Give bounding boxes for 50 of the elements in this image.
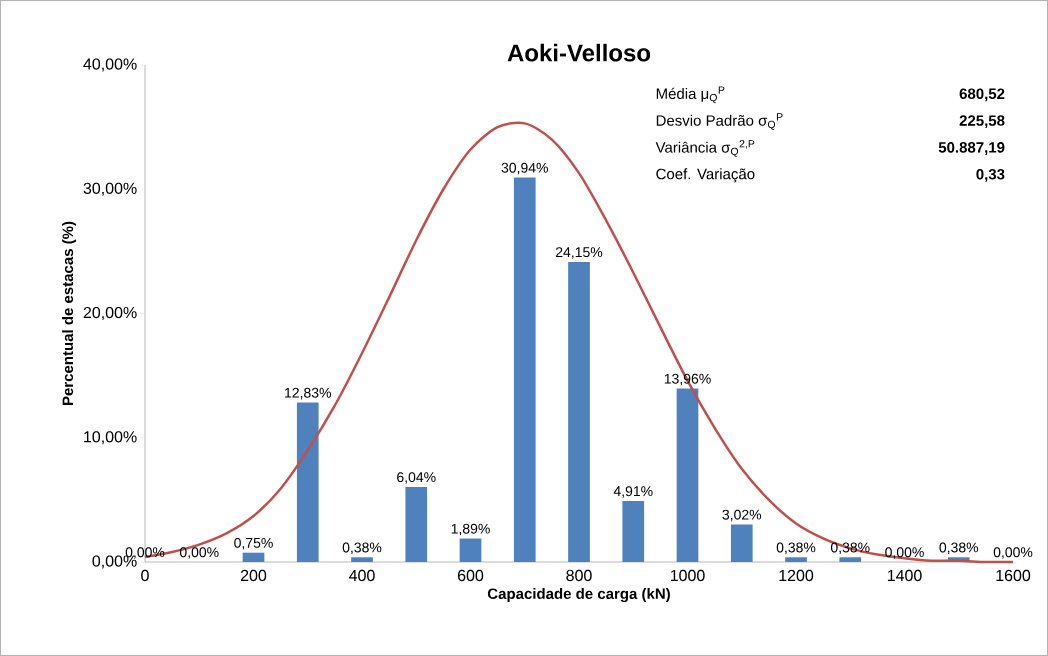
x-tick-label: 800 — [566, 569, 592, 582]
annotation: Média μ$_{Q}$P — [656, 86, 725, 104]
y-tick-label: 30,00% — [83, 182, 137, 196]
annotation: 50.887,19 — [938, 142, 1005, 155]
x-tick-label: 400 — [349, 569, 375, 582]
x-tick-label: 0 — [141, 569, 149, 582]
annotation: 680,52 — [959, 88, 1005, 102]
annotation: 225,58 — [959, 115, 1005, 129]
x-tick-label: 200 — [240, 569, 267, 582]
data-label: 0,75% — [234, 537, 273, 550]
data-label: 24,15% — [555, 247, 603, 259]
data-label: 30,94% — [501, 162, 548, 175]
bar — [351, 557, 373, 562]
bar — [568, 261, 590, 562]
y-tick-label: 10,00% — [84, 431, 137, 445]
x-tick-label: 1600 — [996, 569, 1031, 582]
bar — [513, 177, 536, 562]
annotation: Desvio Padrão σ$_{Q}$P — [656, 113, 783, 131]
data-label: 0,00% — [885, 547, 924, 559]
bar — [296, 402, 319, 562]
bar — [785, 557, 807, 562]
y-tick-label: 40,00% — [83, 58, 137, 72]
data-label: 6,04% — [397, 472, 436, 484]
bar — [459, 538, 482, 562]
bar — [242, 552, 265, 562]
data-label: 3,02% — [722, 509, 762, 522]
bar — [622, 500, 645, 562]
y-axis-title: Percentual de estacas (%) — [62, 221, 77, 406]
annotation: Coef. Variação — [656, 168, 755, 183]
data-label: 12,83% — [285, 387, 331, 400]
y-tick-label: 20,00% — [83, 306, 137, 321]
data-label: 0,00% — [179, 547, 219, 559]
data-label: 0,38% — [342, 542, 382, 555]
x-tick-label: 1200 — [779, 569, 814, 582]
annotation: 0,33 — [976, 168, 1005, 182]
data-label: 0,38% — [776, 542, 816, 555]
data-label: 0,38% — [939, 542, 979, 555]
x-tick-label: 600 — [457, 569, 484, 582]
data-label: 4,91% — [613, 486, 653, 498]
bar — [730, 524, 753, 562]
data-label: 0,00% — [993, 547, 1033, 559]
annotation: Variância σ$_{Q}$2,P — [655, 140, 755, 157]
x-axis-title: Capacidade de carga (kN) — [487, 588, 670, 603]
data-label: 1,89% — [451, 523, 490, 536]
x-tick-label: 1400 — [887, 569, 922, 582]
bar — [839, 557, 862, 562]
bar — [676, 388, 699, 562]
bar — [405, 486, 428, 562]
x-tick-label: 1000 — [670, 569, 705, 582]
chart-title: Aoki-Velloso — [507, 43, 651, 62]
